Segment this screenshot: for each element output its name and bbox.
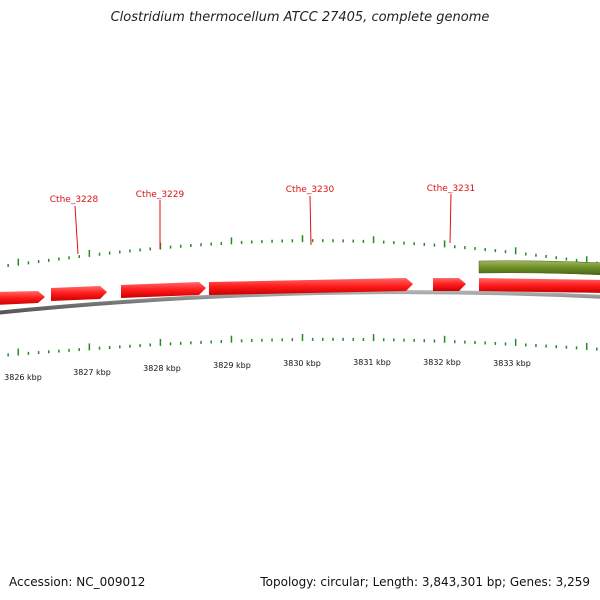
gene-label-cthe-3229[interactable]: Cthe_3229 — [136, 190, 185, 200]
gene-label-leaders — [74, 193, 452, 255]
leader-line — [449, 193, 452, 244]
gene-label-cthe-3230[interactable]: Cthe_3230 — [286, 185, 335, 195]
scale-label: 3833 kbp — [493, 359, 531, 368]
scale-label: 3827 kbp — [73, 368, 111, 377]
cds-arrow[interactable] — [0, 291, 45, 305]
leader-line — [309, 195, 312, 246]
cds-arrow[interactable] — [479, 278, 600, 293]
scale-label: 3832 kbp — [423, 358, 461, 367]
map-title: Clostridium thermocellum ATCC 27405, com… — [110, 10, 490, 25]
cds-arrow[interactable] — [433, 278, 466, 291]
upper-tick-row — [7, 235, 598, 267]
scale-label: 3828 kbp — [143, 364, 181, 373]
cds-arrow[interactable] — [209, 278, 413, 295]
feature-bar-green[interactable] — [478, 260, 600, 276]
scale-label: 3831 kbp — [353, 358, 391, 367]
scale-label: 3830 kbp — [283, 359, 321, 368]
gene-label-cthe-3231[interactable]: Cthe_3231 — [427, 184, 475, 194]
leader-line — [74, 205, 79, 255]
lower-tick-row — [7, 334, 598, 357]
cds-track — [0, 278, 600, 305]
gene-label-cthe-3228[interactable]: Cthe_3228 — [50, 195, 99, 205]
genome-backbone — [0, 290, 600, 315]
genome-summary: Topology: circular; Length: 3,843,301 bp… — [260, 575, 590, 589]
scale-label: 3829 kbp — [213, 361, 251, 370]
cds-arrow[interactable] — [121, 282, 206, 298]
accession-label: Accession: NC_009012 — [9, 575, 146, 589]
scale-label: 3826 kbp — [4, 373, 42, 382]
cds-arrow[interactable] — [51, 286, 107, 301]
